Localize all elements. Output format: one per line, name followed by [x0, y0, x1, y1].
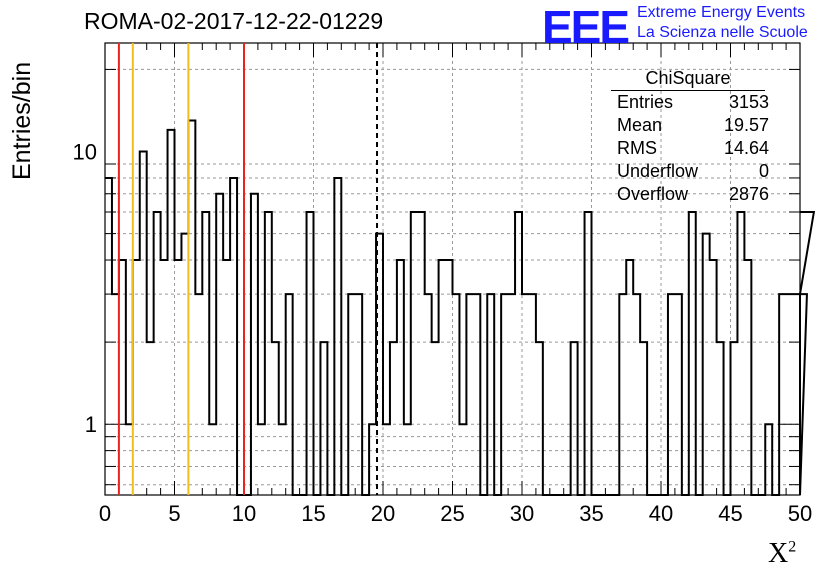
histogram-bin	[404, 424, 411, 495]
histogram-bin	[779, 294, 786, 495]
y-tick-label: 10	[73, 140, 97, 165]
histogram-bin	[439, 260, 446, 495]
histogram-bin	[786, 294, 793, 495]
histogram-bin	[209, 424, 216, 495]
histogram-bin	[717, 342, 724, 495]
histogram-bin	[140, 152, 147, 495]
histogram-bin	[105, 178, 112, 495]
histogram-bin	[230, 178, 237, 495]
histogram-bin	[703, 234, 710, 495]
histogram-bin	[286, 294, 293, 495]
logo-line-2: La Scienza nelle Scuole	[637, 24, 808, 41]
histogram-bin	[765, 424, 772, 495]
histogram-bin	[188, 120, 195, 495]
x-tick-label: 5	[168, 501, 180, 526]
histogram-bin	[501, 294, 508, 495]
histogram-step-line	[105, 119, 816, 496]
histogram-bin	[320, 342, 327, 495]
histogram-bin	[272, 342, 279, 495]
x-axis-label: X2	[768, 538, 797, 569]
histogram-bin	[147, 342, 154, 495]
histogram-bin	[348, 294, 355, 495]
histogram-bin	[633, 294, 640, 495]
x-tick-label: 0	[99, 501, 111, 526]
histogram-bin	[675, 294, 682, 495]
histogram-bin	[731, 342, 738, 495]
histogram-bin	[154, 212, 161, 495]
histogram-bin	[619, 294, 626, 495]
x-tick-label: 45	[718, 501, 742, 526]
histogram-bin	[175, 260, 182, 495]
stats-box: ChiSquare Entries 3153 Mean 19.57 RMS 14.64…	[611, 67, 773, 206]
y-tick-label: 1	[85, 412, 97, 437]
histogram-bin	[251, 194, 258, 495]
histogram-bin	[181, 234, 188, 495]
histogram-bin	[689, 212, 696, 495]
histogram-bin	[397, 260, 404, 495]
stats-row-entries: Entries 3153	[617, 92, 769, 112]
histogram-bin	[334, 178, 341, 495]
histogram-bin	[446, 260, 453, 495]
histogram-bin	[459, 424, 466, 495]
histogram-bin	[529, 294, 536, 495]
histogram-bin	[487, 294, 494, 495]
histogram-bin	[133, 260, 140, 495]
logo-line-1: Extreme Energy Events	[637, 4, 806, 21]
x-tick-label: 25	[440, 501, 464, 526]
histogram-bin	[112, 294, 119, 495]
histogram-bin	[279, 424, 286, 495]
histogram-bin	[793, 294, 800, 495]
histogram-bin	[668, 294, 675, 495]
eee-logo: EEE	[542, 1, 630, 53]
histogram-bin	[265, 212, 272, 495]
x-tick-label: 15	[301, 501, 325, 526]
stats-row-mean: Mean 19.57	[617, 115, 769, 135]
histogram-bin	[307, 212, 314, 495]
histogram-bin	[202, 212, 209, 495]
stats-row-underflow: Underflow 0	[617, 161, 769, 181]
histogram-bin	[473, 294, 480, 495]
histogram-bin	[536, 342, 543, 495]
histogram-bin	[744, 260, 751, 495]
stats-row-overflow: Overflow 2876	[617, 184, 769, 204]
y-axis-label: Entries/bin	[8, 61, 36, 180]
histogram-bin	[168, 130, 175, 495]
histogram-bin	[258, 424, 265, 495]
histogram-bin	[119, 260, 126, 495]
histogram-bin	[418, 212, 425, 495]
histogram-bin	[383, 424, 390, 495]
histogram-bin	[585, 212, 592, 495]
histogram-bin	[737, 212, 744, 495]
histogram-bin	[126, 424, 133, 495]
histogram-bin	[626, 260, 633, 495]
x-tick-label: 50	[788, 501, 812, 526]
histogram-bin	[710, 260, 717, 495]
stats-row-rms: RMS 14.64	[617, 138, 769, 158]
histogram-bin	[466, 294, 473, 495]
histogram-bin	[161, 260, 168, 495]
histogram-bin	[425, 294, 432, 495]
histogram-bin	[453, 294, 460, 495]
histogram-bin	[195, 294, 202, 495]
histogram-bin	[640, 342, 647, 495]
histogram-bin	[522, 294, 529, 495]
histogram-bin	[223, 260, 230, 495]
histogram-bin	[515, 212, 522, 495]
x-tick-label: 20	[371, 501, 395, 526]
histogram-bin	[390, 342, 397, 495]
x-tick-label: 30	[510, 501, 534, 526]
histogram-bin	[571, 342, 578, 495]
histogram-bin	[216, 194, 223, 495]
x-tick-label: 10	[232, 501, 256, 526]
histogram-bin	[432, 342, 439, 495]
histogram-bin	[411, 212, 418, 495]
histogram-bin	[508, 294, 515, 495]
x-tick-label: 35	[579, 501, 603, 526]
chart-title: ROMA-02-2017-12-22-01229	[84, 8, 384, 34]
stats-title: ChiSquare	[611, 67, 765, 91]
histogram-bin	[355, 294, 362, 495]
histogram-bin	[369, 424, 376, 495]
x-tick-label: 40	[649, 501, 673, 526]
